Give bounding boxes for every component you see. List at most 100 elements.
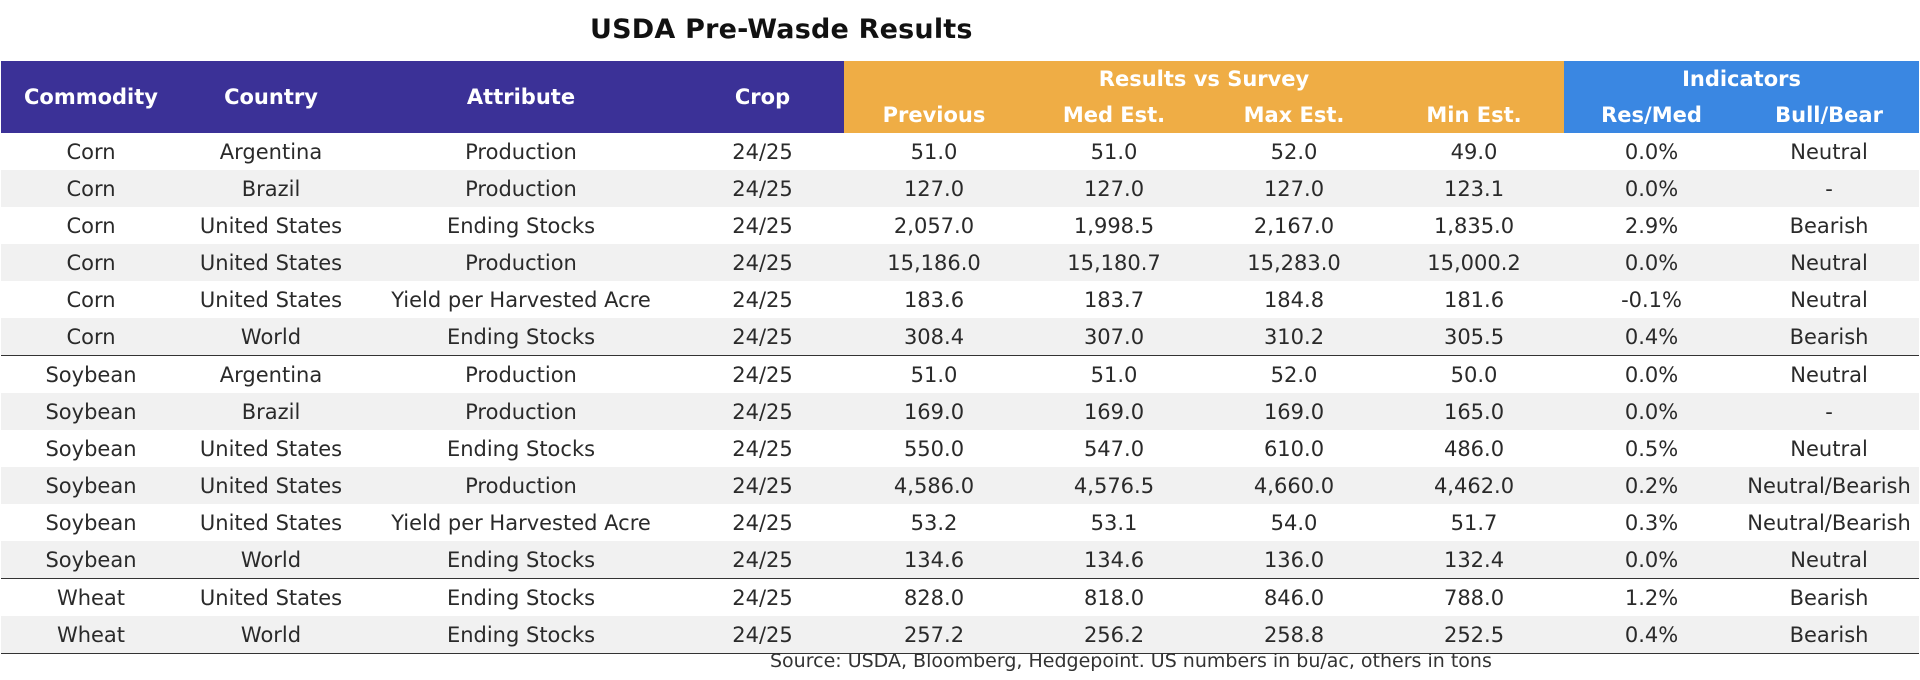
cell-previous: 2,057.0 [844, 207, 1024, 244]
cell-commodity: Corn [1, 170, 181, 207]
cell-commodity: Soybean [1, 430, 181, 467]
cell-crop: 24/25 [681, 578, 844, 616]
table-row: Wheat United States Ending Stocks 24/25 … [1, 578, 1920, 616]
cell-max-est: 610.0 [1204, 430, 1384, 467]
cell-res-med: 0.0% [1564, 355, 1740, 393]
cell-min-est: 51.7 [1384, 504, 1565, 541]
col-header-attribute: Attribute [361, 61, 681, 133]
table-row: Corn United States Yield per Harvested A… [1, 281, 1920, 318]
cell-med-est: 1,998.5 [1024, 207, 1204, 244]
cell-commodity: Corn [1, 133, 181, 170]
cell-crop: 24/25 [681, 616, 844, 654]
cell-med-est: 183.7 [1024, 281, 1204, 318]
cell-bull-bear: Bearish [1739, 616, 1920, 654]
cell-commodity: Corn [1, 281, 181, 318]
cell-previous: 550.0 [844, 430, 1024, 467]
cell-med-est: 15,180.7 [1024, 244, 1204, 281]
cell-crop: 24/25 [681, 281, 844, 318]
cell-attribute: Production [361, 244, 681, 281]
cell-res-med: 0.4% [1564, 616, 1740, 654]
table-row: Soybean Argentina Production 24/25 51.0 … [1, 355, 1920, 393]
cell-country: United States [181, 244, 361, 281]
cell-med-est: 51.0 [1024, 133, 1204, 170]
cell-attribute: Ending Stocks [361, 578, 681, 616]
cell-med-est: 547.0 [1024, 430, 1204, 467]
cell-res-med: 0.0% [1564, 133, 1740, 170]
cell-min-est: 181.6 [1384, 281, 1565, 318]
cell-crop: 24/25 [681, 133, 844, 170]
cell-attribute: Ending Stocks [361, 318, 681, 356]
cell-crop: 24/25 [681, 393, 844, 430]
cell-previous: 257.2 [844, 616, 1024, 654]
table-row: Corn World Ending Stocks 24/25 308.4 307… [1, 318, 1920, 356]
cell-max-est: 136.0 [1204, 541, 1384, 579]
cell-bull-bear: Bearish [1739, 207, 1920, 244]
cell-res-med: 1.2% [1564, 578, 1740, 616]
cell-attribute: Yield per Harvested Acre [361, 281, 681, 318]
cell-attribute: Ending Stocks [361, 430, 681, 467]
col-header-crop: Crop [681, 61, 844, 133]
cell-previous: 51.0 [844, 355, 1024, 393]
cell-country: World [181, 616, 361, 654]
cell-commodity: Corn [1, 244, 181, 281]
cell-max-est: 846.0 [1204, 578, 1384, 616]
col-header-res-med: Res/Med [1564, 97, 1740, 133]
cell-previous: 134.6 [844, 541, 1024, 579]
cell-max-est: 4,660.0 [1204, 467, 1384, 504]
cell-crop: 24/25 [681, 467, 844, 504]
cell-previous: 183.6 [844, 281, 1024, 318]
cell-med-est: 169.0 [1024, 393, 1204, 430]
table-row: Corn United States Ending Stocks 24/25 2… [1, 207, 1920, 244]
results-table: Commodity Country Attribute Crop Results… [1, 61, 1920, 654]
cell-bull-bear: Neutral [1739, 281, 1920, 318]
cell-res-med: 0.5% [1564, 430, 1740, 467]
col-header-med-est: Med Est. [1024, 97, 1204, 133]
cell-min-est: 252.5 [1384, 616, 1565, 654]
cell-commodity: Corn [1, 318, 181, 356]
cell-commodity: Wheat [1, 578, 181, 616]
cell-res-med: -0.1% [1564, 281, 1740, 318]
cell-commodity: Soybean [1, 355, 181, 393]
cell-bull-bear: Neutral [1739, 133, 1920, 170]
cell-previous: 127.0 [844, 170, 1024, 207]
cell-country: Argentina [181, 355, 361, 393]
cell-previous: 169.0 [844, 393, 1024, 430]
cell-min-est: 50.0 [1384, 355, 1565, 393]
source-note: Source: USDA, Bloomberg, Hedgepoint. US … [770, 650, 1492, 672]
cell-previous: 308.4 [844, 318, 1024, 356]
cell-med-est: 307.0 [1024, 318, 1204, 356]
cell-bull-bear: Neutral [1739, 355, 1920, 393]
col-header-min-est: Min Est. [1384, 97, 1565, 133]
cell-previous: 53.2 [844, 504, 1024, 541]
cell-min-est: 1,835.0 [1384, 207, 1565, 244]
col-header-country: Country [181, 61, 361, 133]
table-row: Corn Brazil Production 24/25 127.0 127.0… [1, 170, 1920, 207]
cell-bull-bear: Bearish [1739, 578, 1920, 616]
table-row: Soybean United States Production 24/25 4… [1, 467, 1920, 504]
cell-min-est: 123.1 [1384, 170, 1565, 207]
table-row: Wheat World Ending Stocks 24/25 257.2 25… [1, 616, 1920, 654]
cell-med-est: 256.2 [1024, 616, 1204, 654]
cell-res-med: 0.0% [1564, 170, 1740, 207]
table-title: USDA Pre-Wasde Results [590, 14, 973, 45]
group-header-indicators: Indicators [1564, 61, 1920, 97]
cell-min-est: 788.0 [1384, 578, 1565, 616]
cell-previous: 4,586.0 [844, 467, 1024, 504]
cell-previous: 828.0 [844, 578, 1024, 616]
cell-crop: 24/25 [681, 318, 844, 356]
cell-country: United States [181, 504, 361, 541]
cell-crop: 24/25 [681, 170, 844, 207]
cell-crop: 24/25 [681, 430, 844, 467]
cell-attribute: Production [361, 467, 681, 504]
cell-bull-bear: Neutral/Bearish [1739, 467, 1920, 504]
cell-med-est: 53.1 [1024, 504, 1204, 541]
cell-min-est: 486.0 [1384, 430, 1565, 467]
table-row: Soybean World Ending Stocks 24/25 134.6 … [1, 541, 1920, 579]
cell-max-est: 54.0 [1204, 504, 1384, 541]
cell-bull-bear: Neutral [1739, 541, 1920, 579]
cell-med-est: 4,576.5 [1024, 467, 1204, 504]
cell-commodity: Corn [1, 207, 181, 244]
cell-crop: 24/25 [681, 355, 844, 393]
cell-max-est: 15,283.0 [1204, 244, 1384, 281]
cell-min-est: 4,462.0 [1384, 467, 1565, 504]
